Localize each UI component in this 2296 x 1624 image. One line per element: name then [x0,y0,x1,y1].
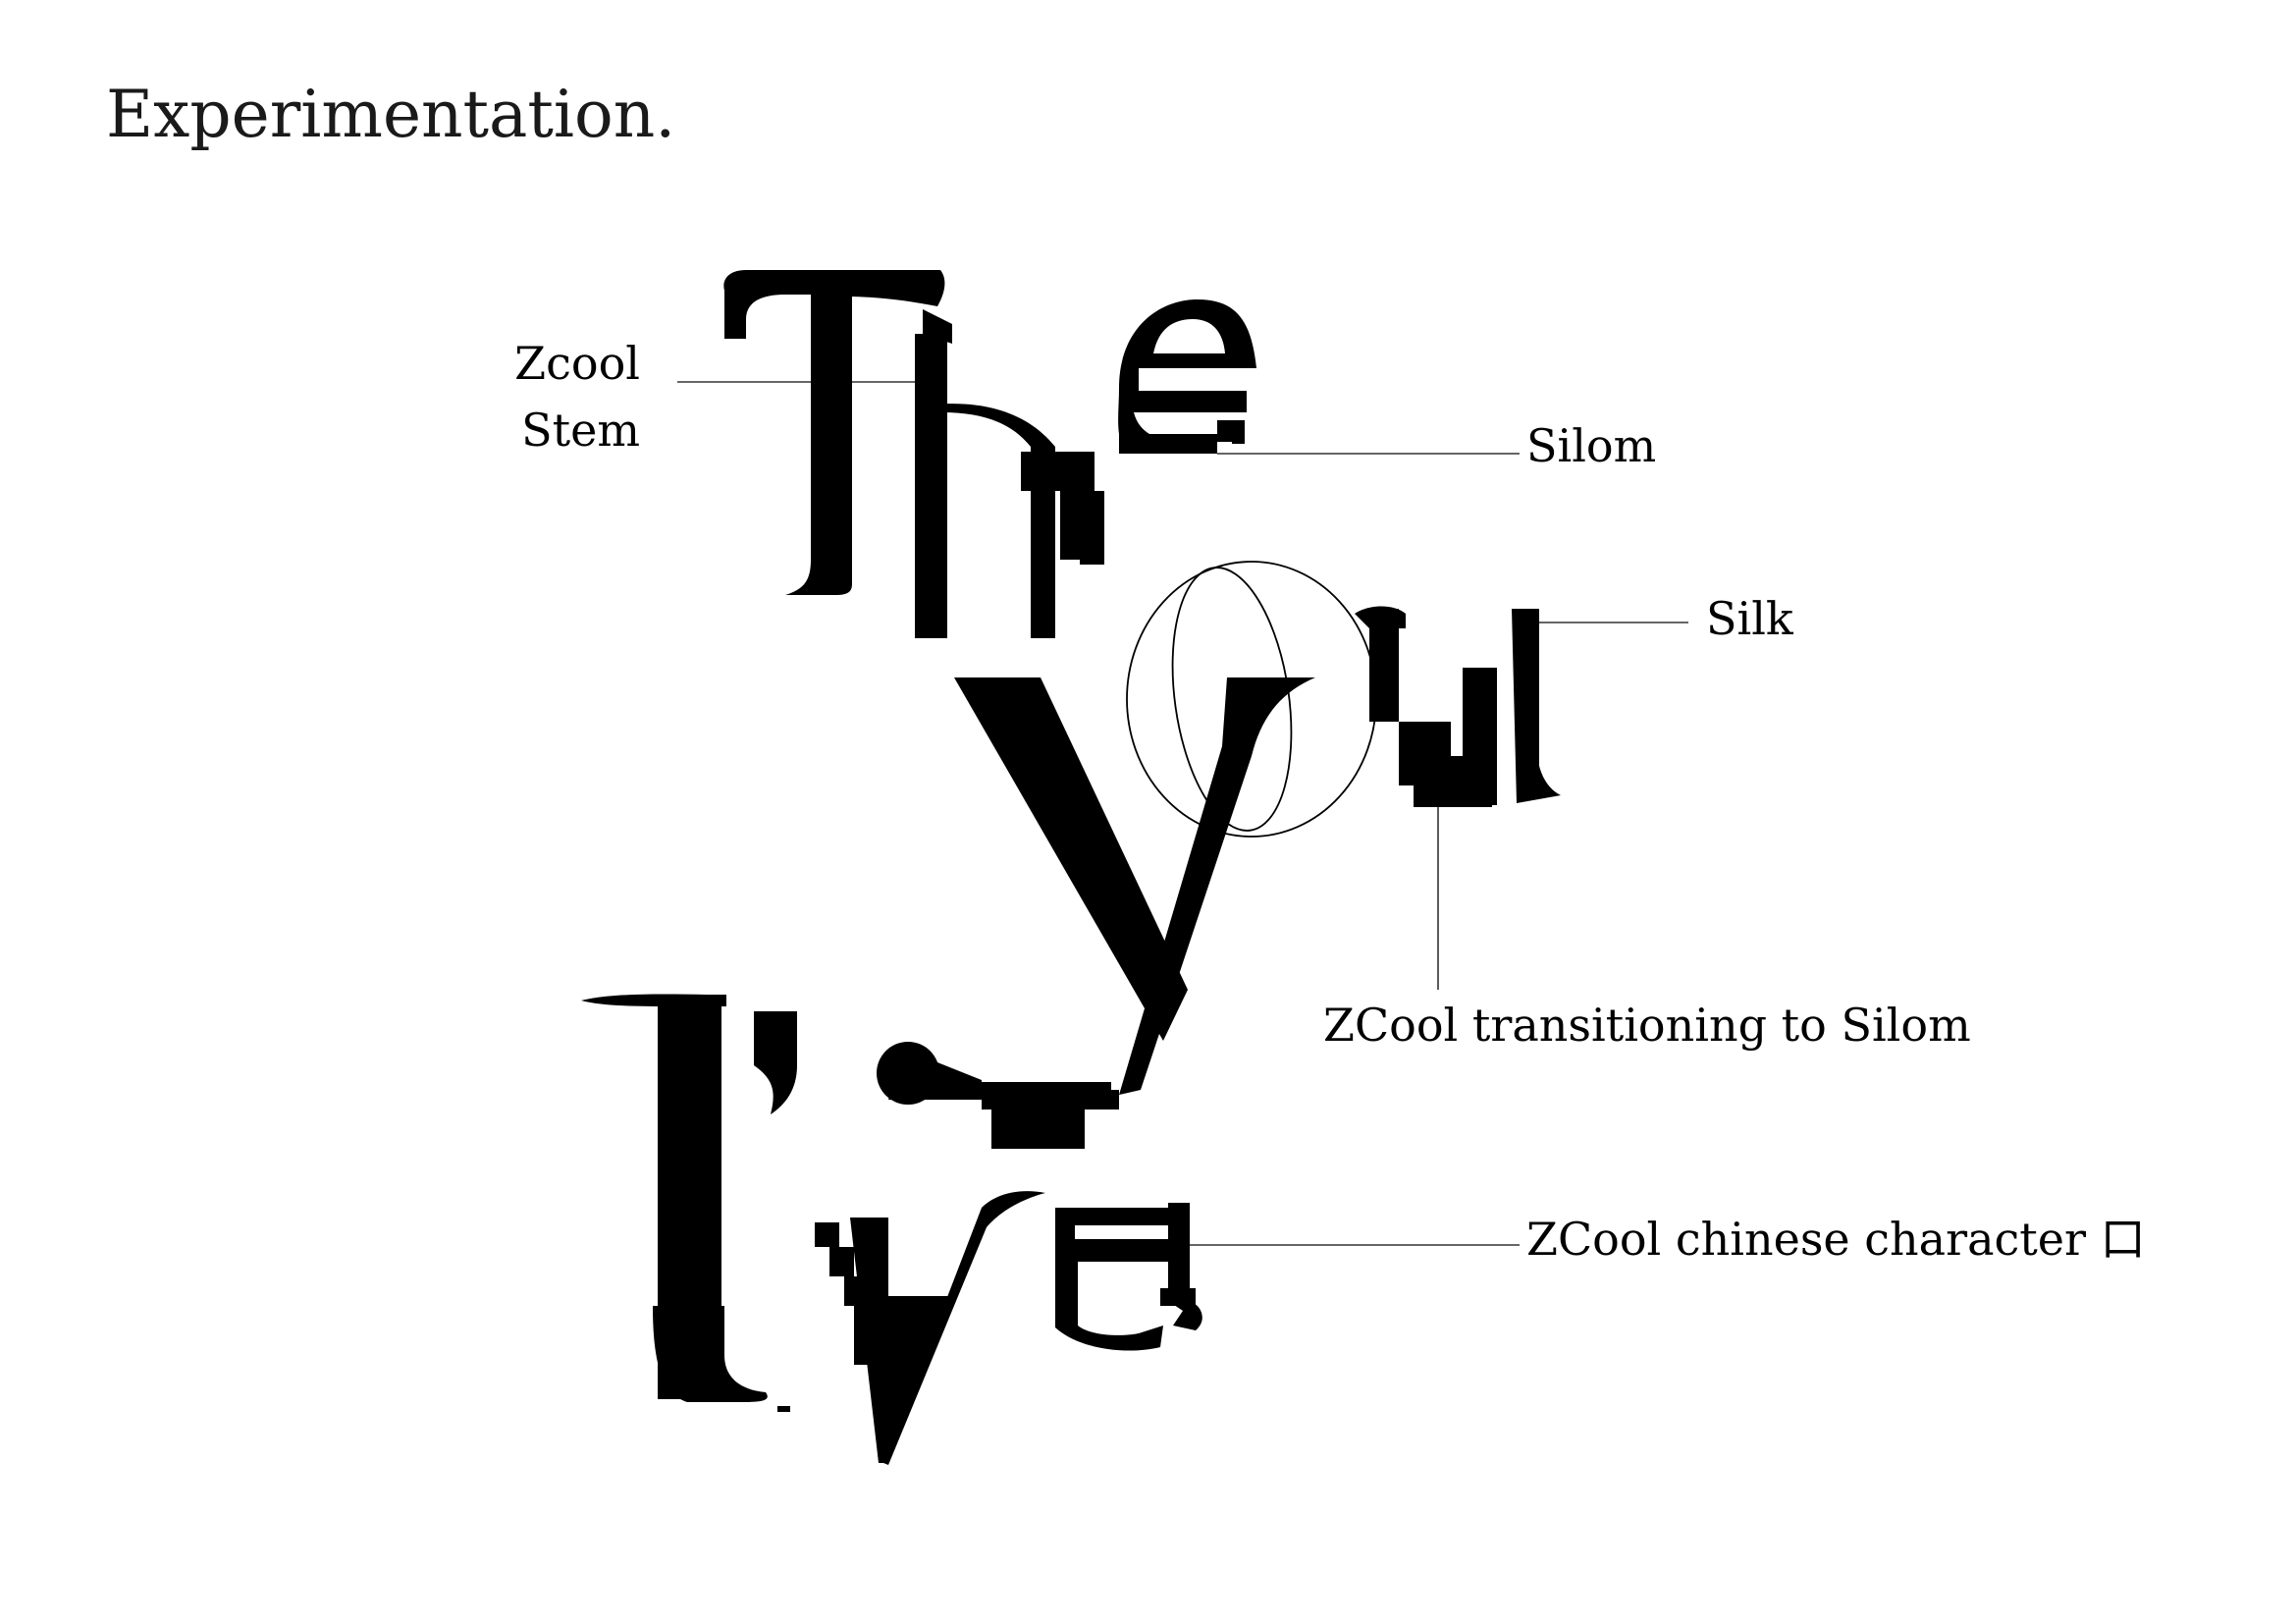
glyph-e-chinese [1055,1203,1202,1351]
label-zcool-stem-line2: Stem [521,404,640,457]
glyph-y [877,677,1315,1149]
glyph-apostrophe [754,1011,797,1114]
leader-lines [677,381,1688,1246]
label-zcool-transition: ZCool transitioning to Silom [1323,999,1971,1052]
glyph-v [777,1191,1045,1465]
glyph-u [1355,606,1561,807]
label-zcool-chinese: ZCool chinese character 口 [1526,1213,2146,1266]
label-silk: Silk [1706,592,1793,645]
page-title: Experimentation. [106,77,676,152]
glyph-h [915,309,1104,638]
glyph-I [581,994,768,1402]
glyph-e [1118,299,1256,454]
label-silom: Silom [1526,419,1657,472]
label-zcool-stem: Zcool Stem [412,330,640,463]
label-zcool-stem-line1: Zcool [514,337,640,390]
glyph-T [723,270,945,595]
